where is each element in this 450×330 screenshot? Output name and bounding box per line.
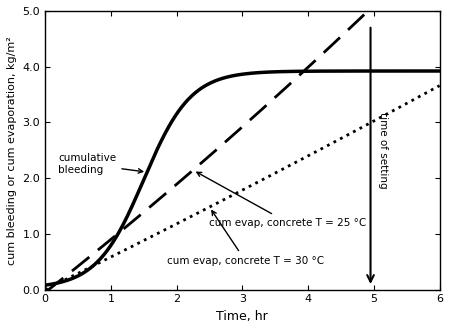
Text: time of setting: time of setting	[378, 112, 388, 189]
Y-axis label: cum bleeding or cum evaporation, kg/m²: cum bleeding or cum evaporation, kg/m²	[7, 36, 17, 265]
Text: cum evap, concrete T = 25 °C: cum evap, concrete T = 25 °C	[197, 172, 367, 228]
Text: cum evap, concrete T = 30 °C: cum evap, concrete T = 30 °C	[167, 211, 324, 266]
Text: cumulative
bleeding: cumulative bleeding	[58, 153, 143, 175]
X-axis label: Time, hr: Time, hr	[216, 310, 268, 323]
